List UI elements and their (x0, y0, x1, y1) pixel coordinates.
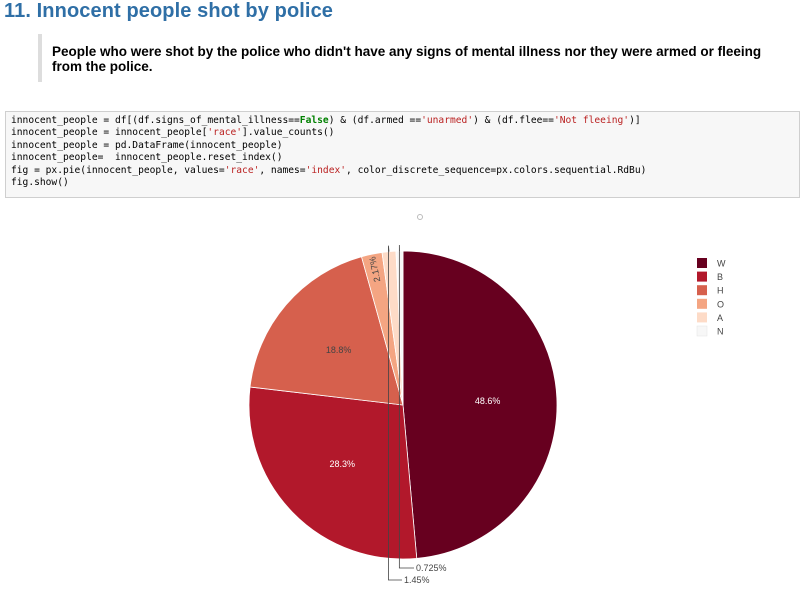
code-token: fig = px.pie(innocent_people, values= (11, 164, 225, 176)
legend-swatch-A[interactable] (697, 312, 707, 323)
code-token: False (299, 115, 329, 126)
pie-slice-B[interactable] (248, 386, 418, 560)
code-cell[interactable]: innocent_people = df[(df.signs_of_mental… (5, 111, 800, 198)
code-token: innocent_people= innocent_people.reset_i… (11, 152, 283, 164)
code-line: fig = px.pie(innocent_people, values='ra… (11, 165, 794, 177)
section-heading: 11. Innocent people shot by police (4, 0, 334, 22)
code-token: 'index' (305, 164, 347, 176)
legend-swatch-H[interactable] (697, 285, 707, 296)
code-token: ].value_counts() (242, 127, 335, 139)
description-text: People who were shot by the police who d… (52, 44, 762, 74)
slice-label-N: 0.725% (416, 563, 447, 573)
code-line: innocent_people= innocent_people.reset_i… (11, 152, 794, 164)
legend-swatch-N[interactable] (696, 325, 708, 337)
slice-label-H: 18.8% (326, 345, 352, 355)
code-token: , color_discrete_sequence=px.colors.sequ… (346, 164, 647, 176)
legend-label-A[interactable]: A (717, 313, 723, 323)
code-line: innocent_people = innocent_people['race'… (11, 127, 794, 139)
legend-swatch-O[interactable] (697, 298, 707, 309)
code-token: innocent_people = innocent_people[ (11, 127, 208, 139)
code-line: innocent_people = pd.DataFrame(innocent_… (11, 140, 794, 152)
code-line: fig.show() (11, 177, 794, 189)
code-line: innocent_people = df[(df.signs_of_mental… (11, 115, 794, 127)
code-token: 'race' (207, 127, 243, 139)
leader-line-N (398, 245, 414, 569)
code-token: innocent_people = pd.DataFrame(innocent_… (11, 139, 283, 151)
leader-line-A (388, 245, 402, 581)
slice-label-B: 28.3% (330, 459, 356, 469)
code-token: ) & (df.flee== (473, 115, 554, 126)
code-token: fig.show() (11, 176, 69, 188)
pie-slice-H[interactable] (249, 256, 404, 406)
code-token: 'unarmed' (421, 115, 474, 126)
legend-label-H[interactable]: H (717, 286, 724, 296)
legend-label-N[interactable]: N (717, 327, 724, 337)
legend-label-W[interactable]: W (717, 259, 726, 269)
legend-swatch-W[interactable] (697, 258, 707, 268)
code-token: )] (629, 115, 641, 126)
code-token: 'Not fleeing' (553, 115, 630, 126)
code-token: innocent_people = df[(df.signs_of_mental… (11, 115, 300, 126)
legend-label-B[interactable]: B (717, 272, 723, 282)
loading-indicator-icon (417, 214, 423, 220)
legend-swatch-B[interactable] (697, 271, 707, 282)
code-token: ) & (df.armed == (328, 115, 422, 126)
description-blockquote: People who were shot by the police who d… (38, 34, 778, 82)
slice-label-A: 1.45% (404, 575, 430, 585)
slice-label-W: 48.6% (475, 396, 501, 406)
legend-label-O[interactable]: O (717, 299, 724, 309)
pie-slice-W[interactable] (402, 250, 558, 559)
code-token: 'race' (224, 164, 260, 176)
code-token: , names= (259, 164, 306, 176)
